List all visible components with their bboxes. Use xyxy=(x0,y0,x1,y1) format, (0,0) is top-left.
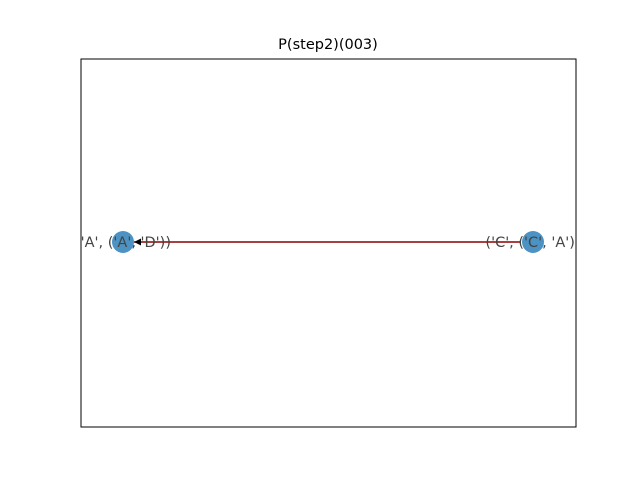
graph-node-right xyxy=(522,231,544,253)
graph-node-label-right: ('C', ('C', 'A')) xyxy=(485,235,580,251)
graph-area: ('A', ('A', 'D')) ('C', ('C', 'A')) xyxy=(75,231,580,253)
graph-node-label-left: ('A', ('A', 'D')) xyxy=(75,235,171,251)
graph-node-left xyxy=(112,231,134,253)
figure-title: P(step2)(003) xyxy=(278,37,378,53)
axes-frame xyxy=(80,58,577,428)
